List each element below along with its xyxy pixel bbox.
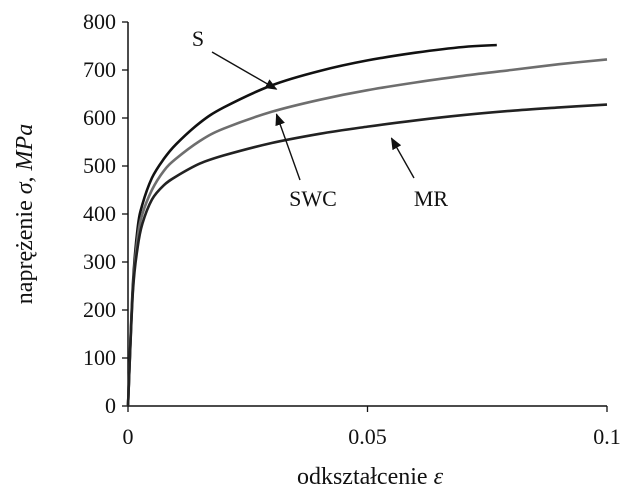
annotation-label-mr: MR bbox=[414, 186, 449, 211]
y-axis-title-symbol: σ bbox=[12, 181, 38, 194]
x-axis-title-text: odkształcenie bbox=[297, 464, 428, 490]
y-tick-label: 300 bbox=[83, 249, 116, 274]
y-tick-label: 500 bbox=[83, 153, 116, 178]
y-tick-label: 800 bbox=[83, 9, 116, 34]
annotation-label-swc: SWC bbox=[289, 186, 337, 211]
y-axis-title-text: naprężenie bbox=[12, 200, 38, 304]
x-tick-label: 0.05 bbox=[348, 424, 387, 449]
y-tick-label: 600 bbox=[83, 105, 116, 130]
x-tick-label: 0 bbox=[123, 424, 134, 449]
y-tick-label: 700 bbox=[83, 57, 116, 82]
y-axis-title: naprężenie σ, MPa bbox=[12, 124, 38, 304]
y-tick-label: 100 bbox=[83, 345, 116, 370]
annotation-layer: S SWC MR bbox=[192, 26, 449, 211]
series-line-s bbox=[126, 43, 497, 407]
y-axis-title-unit: MPa bbox=[12, 124, 38, 172]
x-axis-title-symbol: ε bbox=[434, 464, 444, 490]
axes: 0 100 200 300 400 500 600 700 800 0 0.05 0.1 bbox=[83, 9, 621, 449]
series-layer bbox=[126, 43, 608, 407]
annotation-arrow-mr bbox=[390, 137, 415, 179]
x-tick-label: 0.1 bbox=[593, 424, 621, 449]
annotation-label-s: S bbox=[192, 26, 204, 51]
series-line-swc bbox=[126, 58, 608, 407]
series-line-mr bbox=[126, 103, 608, 407]
annotation-arrow-swc bbox=[275, 113, 301, 181]
annotation-arrow-s bbox=[211, 51, 278, 90]
y-tick-label: 400 bbox=[83, 201, 116, 226]
y-tick-label: 200 bbox=[83, 297, 116, 322]
x-axis-title: odkształcenie ε bbox=[297, 464, 444, 490]
y-tick-label: 0 bbox=[105, 393, 116, 418]
